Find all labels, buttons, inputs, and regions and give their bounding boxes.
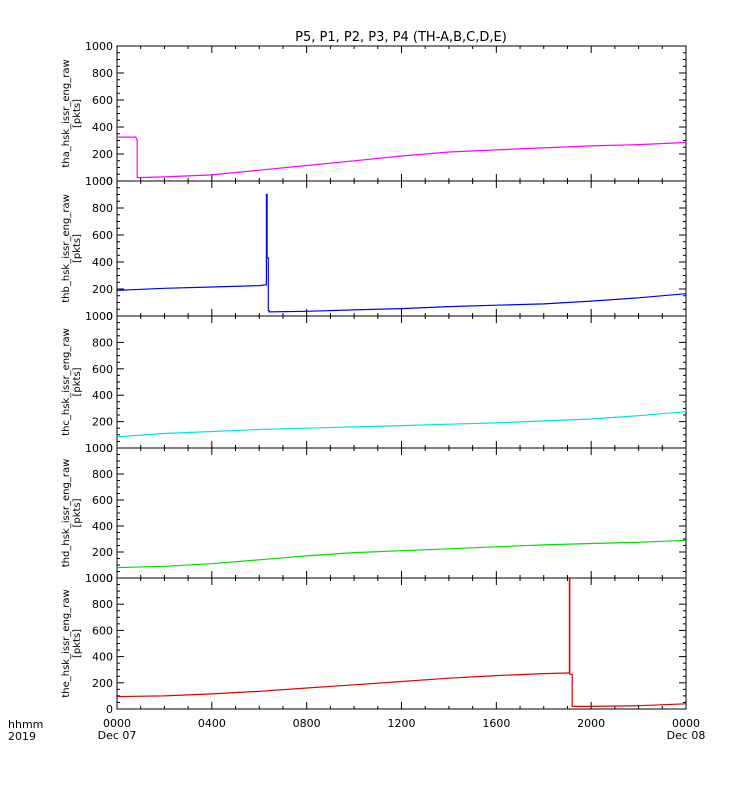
y-tick-label: 600: [92, 494, 113, 507]
y-axis-unit: [pkts]: [72, 498, 83, 527]
y-tick-label: 1000: [85, 175, 113, 188]
y-axis-label: tha_hsk_issr_eng_raw: [61, 59, 72, 167]
x-tick-label: 1600: [482, 717, 510, 730]
x-tick-label: 0000: [672, 717, 700, 730]
y-axis-label: the_hsk_issr_eng_raw: [61, 589, 72, 697]
y-tick-label: 0: [106, 572, 113, 585]
y-tick-label: 400: [92, 389, 113, 402]
y-axis-unit: [pkts]: [72, 234, 83, 263]
y-tick-label: 0: [106, 310, 113, 323]
x-tick-label: 2000: [577, 717, 605, 730]
y-axis-label: thc_hsk_issr_eng_raw: [61, 328, 72, 436]
series-line: [116, 577, 687, 708]
y-tick-label: 0: [106, 175, 113, 188]
y-tick-label: 400: [92, 121, 113, 134]
x-date-end: Dec 08: [667, 729, 706, 742]
y-axis-unit: [pkts]: [72, 629, 83, 658]
y-tick-label: 200: [92, 677, 113, 690]
y-axis-label: thb_hsk_issr_eng_raw: [61, 194, 72, 303]
panel-2: 0 200 400 600 800 1000 thb_hsk_issr_eng_raw [pk…: [61, 175, 687, 323]
panel-frame: [116, 447, 687, 579]
x-date-start: Dec 07: [98, 729, 137, 742]
panel-frame: [116, 577, 687, 710]
y-tick-label: 0: [106, 703, 113, 716]
y-axis-unit: [pkts]: [72, 367, 83, 396]
y-tick-label: 600: [92, 624, 113, 637]
panel-1: 0 200 400 600 800 1000 tha_hsk_issr_eng_raw [pk…: [61, 40, 687, 188]
y-tick-label: 1000: [85, 310, 113, 323]
x-tick-label: 0800: [293, 717, 321, 730]
panel-frame: [116, 45, 687, 182]
y-tick-label: 400: [92, 520, 113, 533]
y-tick-label: 200: [92, 148, 113, 161]
time-axis-label-hhmm: hhmm: [8, 718, 43, 731]
y-tick-label: 200: [92, 283, 113, 296]
panel-frame: [116, 180, 687, 317]
series-line: [116, 411, 687, 438]
y-tick-label: 1000: [85, 572, 113, 585]
panel-5: 0 200 400 600 800 1000 the_hsk_issr_eng_raw [pk…: [61, 572, 687, 716]
series-line: [116, 539, 687, 569]
chart-title: P5, P1, P2, P3, P4 (TH-A,B,C,D,E): [295, 30, 507, 45]
y-tick-label: 400: [92, 651, 113, 664]
y-tick-label: 200: [92, 416, 113, 429]
panel-4: 0 200 400 600 800 1000 thd_hsk_issr_eng_raw [pk…: [61, 442, 687, 585]
time-axis-label-year: 2019: [8, 730, 36, 743]
y-tick-label: 1000: [85, 442, 113, 455]
y-tick-label: 800: [92, 202, 113, 215]
y-tick-label: 400: [92, 256, 113, 269]
y-tick-label: 0: [106, 442, 113, 455]
panel-frame: [116, 315, 687, 449]
y-tick-label: 600: [92, 94, 113, 107]
y-tick-label: 1000: [85, 40, 113, 53]
x-tick-label: 1200: [388, 717, 416, 730]
y-axis-unit: [pkts]: [72, 99, 83, 128]
y-tick-label: 800: [92, 598, 113, 611]
y-tick-label: 600: [92, 363, 113, 376]
x-tick-label: 0000: [103, 717, 131, 730]
y-axis-label: thd_hsk_issr_eng_raw: [61, 459, 72, 568]
y-tick-label: 800: [92, 336, 113, 349]
series-line: [116, 193, 687, 313]
panel-3: 0 200 400 600 800 1000 thc_hsk_issr_eng_raw [pk…: [61, 310, 687, 455]
y-tick-label: 800: [92, 67, 113, 80]
y-tick-label: 200: [92, 546, 113, 559]
x-tick-label: 0400: [198, 717, 226, 730]
series-line: [117, 136, 687, 179]
y-tick-label: 600: [92, 229, 113, 242]
y-tick-label: 800: [92, 468, 113, 481]
